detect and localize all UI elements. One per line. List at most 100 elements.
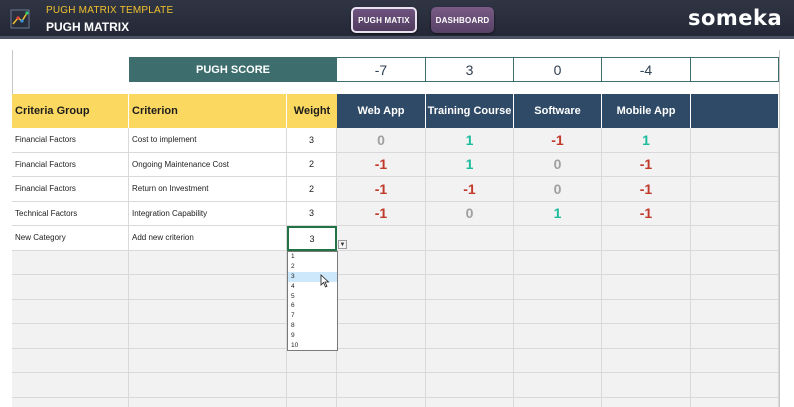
pugh-score-empty[interactable] xyxy=(691,57,779,82)
cell-criterion[interactable]: Integration Capability xyxy=(129,201,287,226)
cell-empty[interactable] xyxy=(514,373,602,398)
cell-empty[interactable] xyxy=(12,348,129,373)
cell-criteria-group[interactable]: New Category xyxy=(12,226,129,251)
pugh-score-software[interactable]: 0 xyxy=(514,57,602,82)
cell-score[interactable] xyxy=(337,226,426,251)
cell-empty[interactable] xyxy=(12,250,129,275)
cell-score[interactable]: -1 xyxy=(337,201,426,226)
cell-score[interactable]: -1 xyxy=(602,201,691,226)
cell-score[interactable]: 0 xyxy=(337,128,426,153)
cell-empty[interactable] xyxy=(426,348,514,373)
cell-weight[interactable]: 2 xyxy=(287,152,337,177)
cell-score[interactable] xyxy=(602,226,691,251)
cell-criteria-group[interactable]: Financial Factors xyxy=(12,152,129,177)
cell-empty[interactable] xyxy=(129,324,287,349)
cell-empty[interactable] xyxy=(426,275,514,300)
cell-empty[interactable] xyxy=(602,250,691,275)
weight-cell-active[interactable]: 3 xyxy=(287,226,337,251)
cell-empty[interactable] xyxy=(129,299,287,324)
cell-score-empty[interactable] xyxy=(691,177,779,202)
dropdown-option[interactable]: 9 xyxy=(291,332,295,340)
cell-empty[interactable] xyxy=(129,348,287,373)
cell-empty[interactable] xyxy=(129,275,287,300)
cell-empty[interactable] xyxy=(12,299,129,324)
cell-score[interactable]: 0 xyxy=(426,201,514,226)
dropdown-option[interactable]: 10 xyxy=(291,342,299,350)
cell-empty[interactable] xyxy=(691,397,779,407)
cell-empty[interactable] xyxy=(12,275,129,300)
cell-empty[interactable] xyxy=(337,373,426,398)
cell-criteria-group[interactable]: Financial Factors xyxy=(12,177,129,202)
cell-score[interactable]: -1 xyxy=(426,177,514,202)
cell-empty[interactable] xyxy=(602,373,691,398)
cell-criteria-group[interactable]: Financial Factors xyxy=(12,128,129,153)
nav-button-pugh-matrix[interactable]: PUGH MATIX xyxy=(351,7,417,33)
cell-weight[interactable]: 3 xyxy=(287,128,337,153)
cell-score[interactable]: 1 xyxy=(514,201,602,226)
cell-criteria-group[interactable]: Technical Factors xyxy=(12,201,129,226)
cell-score[interactable]: -1 xyxy=(602,152,691,177)
cell-score[interactable]: 0 xyxy=(514,177,602,202)
cell-empty[interactable] xyxy=(426,373,514,398)
cell-empty[interactable] xyxy=(426,397,514,407)
cell-empty[interactable] xyxy=(514,397,602,407)
cell-empty[interactable] xyxy=(337,397,426,407)
cell-empty[interactable] xyxy=(129,373,287,398)
cell-empty[interactable] xyxy=(12,373,129,398)
cell-empty[interactable] xyxy=(12,397,129,407)
pugh-score-web-app[interactable]: -7 xyxy=(337,57,426,82)
cell-empty[interactable] xyxy=(691,299,779,324)
dropdown-option[interactable]: 5 xyxy=(291,292,295,300)
dropdown-option[interactable]: 6 xyxy=(291,302,295,310)
cell-weight[interactable]: 3 xyxy=(287,201,337,226)
cell-score[interactable] xyxy=(426,226,514,251)
cell-score-empty[interactable] xyxy=(691,128,779,153)
cell-score[interactable]: 1 xyxy=(602,128,691,153)
cell-empty[interactable] xyxy=(691,324,779,349)
cell-empty[interactable] xyxy=(12,324,129,349)
cell-score[interactable]: 1 xyxy=(426,128,514,153)
cell-empty[interactable] xyxy=(129,250,287,275)
cell-empty[interactable] xyxy=(337,299,426,324)
dropdown-option[interactable]: 2 xyxy=(291,262,295,270)
cell-empty[interactable] xyxy=(602,299,691,324)
cell-empty[interactable] xyxy=(337,324,426,349)
cell-empty[interactable] xyxy=(426,299,514,324)
cell-empty[interactable] xyxy=(514,299,602,324)
cell-score-empty[interactable] xyxy=(691,201,779,226)
cell-score-empty[interactable] xyxy=(691,226,779,251)
cell-empty[interactable] xyxy=(514,324,602,349)
cell-empty[interactable] xyxy=(514,275,602,300)
cell-criterion[interactable]: Return on Investment xyxy=(129,177,287,202)
pugh-score-mobile-app[interactable]: -4 xyxy=(602,57,691,82)
dropdown-option[interactable]: 8 xyxy=(291,322,295,330)
pugh-score-training-course[interactable]: 3 xyxy=(426,57,514,82)
cell-empty[interactable] xyxy=(337,250,426,275)
cell-empty[interactable] xyxy=(426,324,514,349)
cell-empty[interactable] xyxy=(602,275,691,300)
cell-score-empty[interactable] xyxy=(691,152,779,177)
cell-empty[interactable] xyxy=(691,275,779,300)
weight-dropdown-list[interactable]: 1 2 3 4 5 6 7 8 9 10 xyxy=(287,251,338,351)
cell-empty[interactable] xyxy=(691,348,779,373)
dropdown-option-highlighted[interactable]: 3 xyxy=(288,271,337,282)
cell-empty[interactable] xyxy=(514,250,602,275)
cell-empty[interactable] xyxy=(337,275,426,300)
cell-empty[interactable] xyxy=(287,397,337,407)
nav-button-dashboard[interactable]: DASHBOARD xyxy=(431,7,494,33)
cell-empty[interactable] xyxy=(691,373,779,398)
cell-empty[interactable] xyxy=(602,397,691,407)
dropdown-option[interactable]: 7 xyxy=(291,312,295,320)
dropdown-option[interactable]: 4 xyxy=(291,282,295,290)
cell-weight[interactable]: 2 xyxy=(287,177,337,202)
cell-empty[interactable] xyxy=(426,250,514,275)
cell-empty[interactable] xyxy=(691,250,779,275)
cell-score[interactable]: -1 xyxy=(337,177,426,202)
cell-criterion[interactable]: Cost to implement xyxy=(129,128,287,153)
cell-empty[interactable] xyxy=(514,348,602,373)
dropdown-option[interactable]: 1 xyxy=(291,253,295,260)
cell-score[interactable]: -1 xyxy=(602,177,691,202)
cell-score[interactable]: 0 xyxy=(514,152,602,177)
cell-empty[interactable] xyxy=(287,373,337,398)
cell-score[interactable]: -1 xyxy=(337,152,426,177)
